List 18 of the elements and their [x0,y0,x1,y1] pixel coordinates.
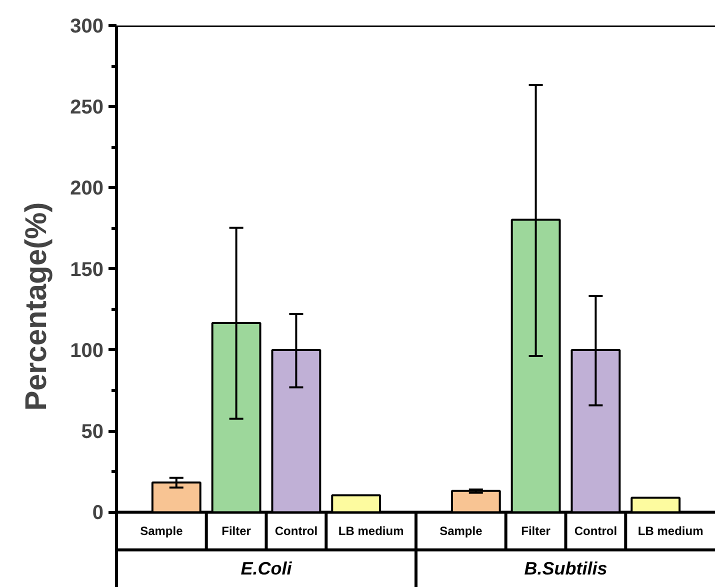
x-tick-label: Sample [440,524,483,538]
y-tick-label: 150 [70,258,104,281]
y-tick-label: 50 [81,421,104,444]
y-tick-label: 100 [70,340,104,362]
x-tick-label: LB medium [638,524,704,538]
y-tick-label: 200 [70,178,104,200]
text: E.Coli [240,558,293,579]
y-tick-label: 250 [70,96,104,119]
y-tick-label: 0 [92,502,104,524]
y-axis-title: Percentage(%) [20,202,54,411]
x-tick-label: Filter [521,524,551,538]
x-tick-label: Control [574,524,618,538]
x-tick-label: Filter [222,524,252,538]
y-tick-label: 300 [70,16,104,38]
text: B.Subtilis [524,558,608,579]
x-tick-label: LB medium [338,524,404,538]
x-tick-label: Sample [140,524,184,538]
x-tick-label: Control [274,524,318,538]
